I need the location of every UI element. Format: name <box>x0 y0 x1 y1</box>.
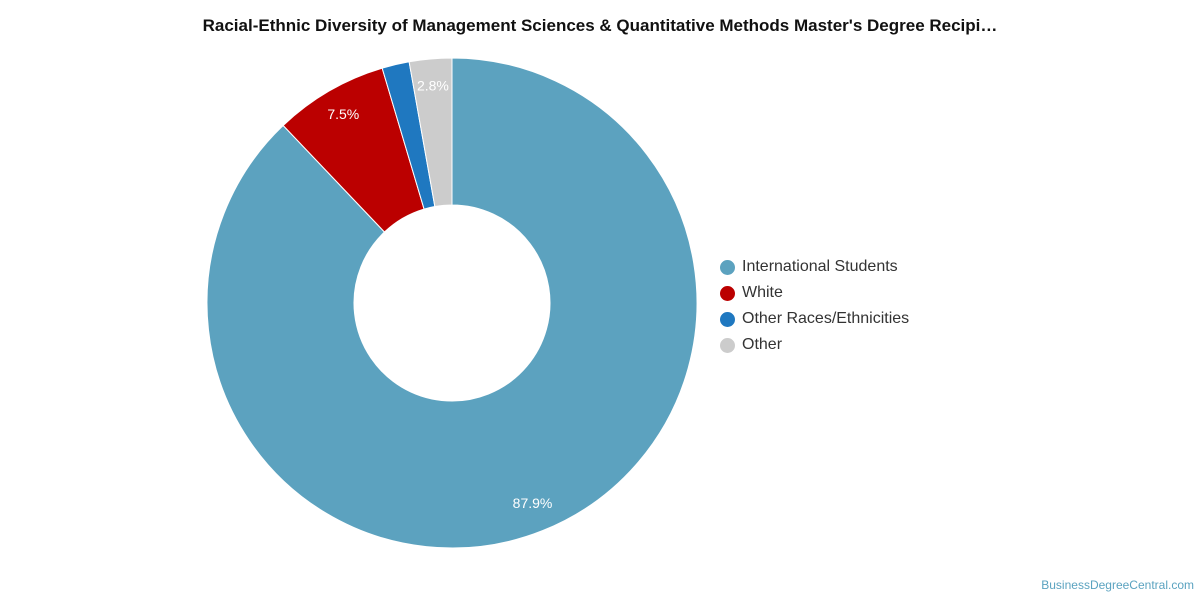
legend-label: Other <box>742 336 783 353</box>
slice-other[interactable] <box>408 57 453 208</box>
legend-label: Other Races/Ethnicities <box>742 310 910 327</box>
slice-international-students[interactable] <box>206 57 698 549</box>
legend-label: International Students <box>742 258 898 275</box>
legend-item-white[interactable]: White <box>720 280 909 306</box>
chart-title: Racial-Ethnic Diversity of Management Sc… <box>202 16 998 35</box>
legend-swatch-icon <box>720 259 735 275</box>
legend-swatch-icon <box>720 285 735 301</box>
legend-item-international-students[interactable]: International Students <box>720 254 909 280</box>
legend-swatch-icon <box>720 337 735 353</box>
legend-item-other[interactable]: Other <box>720 332 909 358</box>
legend-item-other-races-ethnicities[interactable]: Other Races/Ethnicities <box>720 306 909 332</box>
slice-label-international-students: 87.9% <box>513 495 553 511</box>
chart-legend: International Students White Other Races/E… <box>720 254 909 358</box>
legend-swatch-icon <box>720 311 735 327</box>
legend-label: White <box>742 284 783 301</box>
source-credit[interactable]: BusinessDegreeCentral.com <box>1041 578 1194 592</box>
slice-label-other: 2.8% <box>417 78 449 94</box>
slice-label-white: 7.5% <box>327 106 359 122</box>
